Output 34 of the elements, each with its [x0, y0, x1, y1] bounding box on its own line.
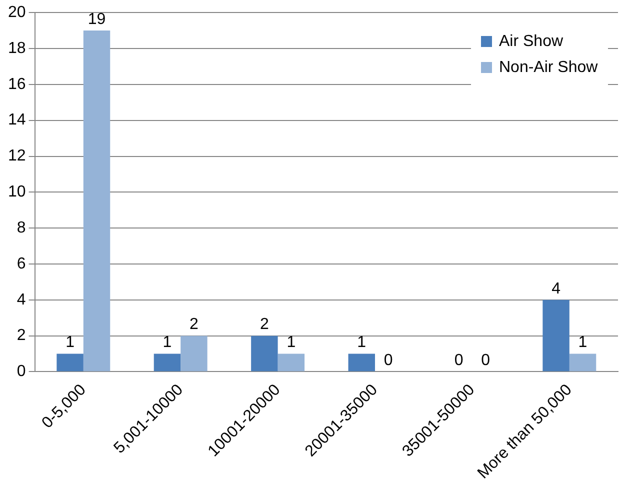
data-label: 1 — [66, 334, 75, 352]
y-tick-label: 14 — [8, 112, 26, 129]
y-tick-label: 4 — [16, 291, 26, 308]
y-tick-label: 8 — [16, 219, 26, 236]
y-tick-label: 0 — [16, 363, 26, 380]
y-tick-label: 18 — [8, 40, 26, 57]
bar — [569, 354, 596, 372]
data-label: 0 — [481, 352, 490, 370]
data-label: 1 — [357, 334, 366, 352]
bar — [56, 354, 84, 372]
bar — [83, 30, 110, 372]
y-tick-label: 12 — [8, 148, 26, 165]
bar — [542, 300, 570, 372]
data-label: 2 — [260, 316, 269, 334]
y-tick-label: 2 — [16, 327, 26, 344]
bar — [348, 354, 375, 372]
data-label: 0 — [384, 352, 393, 370]
data-label: 1 — [162, 334, 172, 352]
data-label: 4 — [552, 280, 561, 298]
y-tick-label: 10 — [8, 184, 26, 201]
legend-label: Non-Air Show — [499, 58, 598, 77]
bar — [251, 336, 278, 372]
bar — [278, 354, 305, 372]
data-label: 1 — [286, 334, 296, 352]
data-label: 2 — [190, 316, 199, 334]
legend-label: Air Show — [499, 32, 564, 51]
data-label: 0 — [454, 352, 464, 370]
bar — [154, 354, 181, 372]
data-label: 19 — [88, 10, 106, 28]
y-tick-label: 20 — [8, 4, 26, 22]
y-tick-label: 6 — [16, 255, 26, 272]
data-label: 1 — [578, 334, 588, 352]
y-tick-label: 16 — [8, 76, 26, 93]
bar — [180, 336, 208, 372]
